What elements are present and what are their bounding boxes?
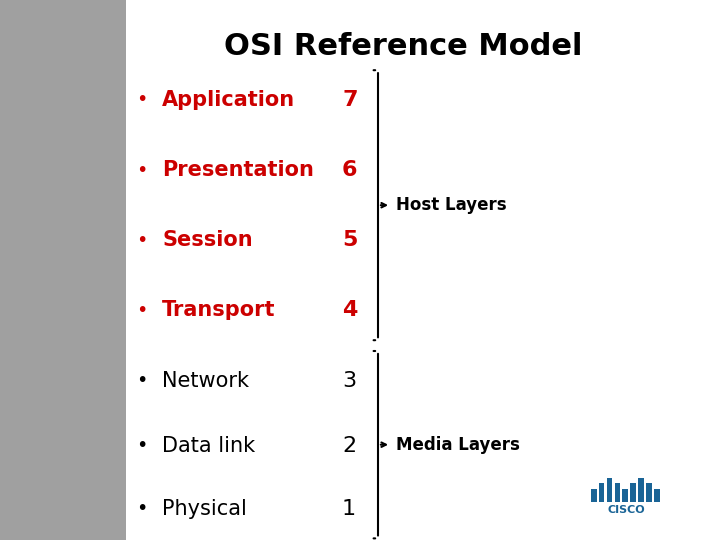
Text: Transport: Transport — [162, 300, 276, 321]
Text: 6: 6 — [342, 160, 358, 180]
FancyBboxPatch shape — [606, 478, 612, 502]
Text: 5: 5 — [342, 230, 357, 251]
FancyBboxPatch shape — [0, 0, 126, 540]
FancyBboxPatch shape — [654, 489, 660, 502]
FancyBboxPatch shape — [631, 483, 636, 502]
Text: Host Layers: Host Layers — [396, 196, 507, 214]
Text: 2: 2 — [342, 435, 356, 456]
FancyBboxPatch shape — [599, 483, 605, 502]
FancyBboxPatch shape — [647, 483, 652, 502]
Text: •: • — [136, 160, 148, 180]
Text: Session: Session — [162, 230, 253, 251]
FancyBboxPatch shape — [615, 483, 621, 502]
Text: •: • — [136, 301, 148, 320]
Text: Application: Application — [162, 90, 295, 110]
Text: •: • — [136, 231, 148, 250]
FancyBboxPatch shape — [590, 489, 596, 502]
Text: Media Layers: Media Layers — [396, 436, 520, 454]
Text: •: • — [136, 90, 148, 110]
Text: •: • — [136, 499, 148, 518]
Text: Physical: Physical — [162, 498, 247, 519]
Text: •: • — [136, 436, 148, 455]
Text: 4: 4 — [342, 300, 357, 321]
Text: OSI Reference Model: OSI Reference Model — [224, 32, 582, 62]
Text: Presentation: Presentation — [162, 160, 314, 180]
FancyBboxPatch shape — [623, 489, 628, 502]
Text: Network: Network — [162, 370, 249, 391]
Text: •: • — [136, 371, 148, 390]
FancyBboxPatch shape — [639, 478, 644, 502]
Text: 3: 3 — [342, 370, 356, 391]
Text: CISCO: CISCO — [608, 505, 645, 515]
Text: 7: 7 — [342, 90, 358, 110]
Text: 1: 1 — [342, 498, 356, 519]
Text: Data link: Data link — [162, 435, 255, 456]
